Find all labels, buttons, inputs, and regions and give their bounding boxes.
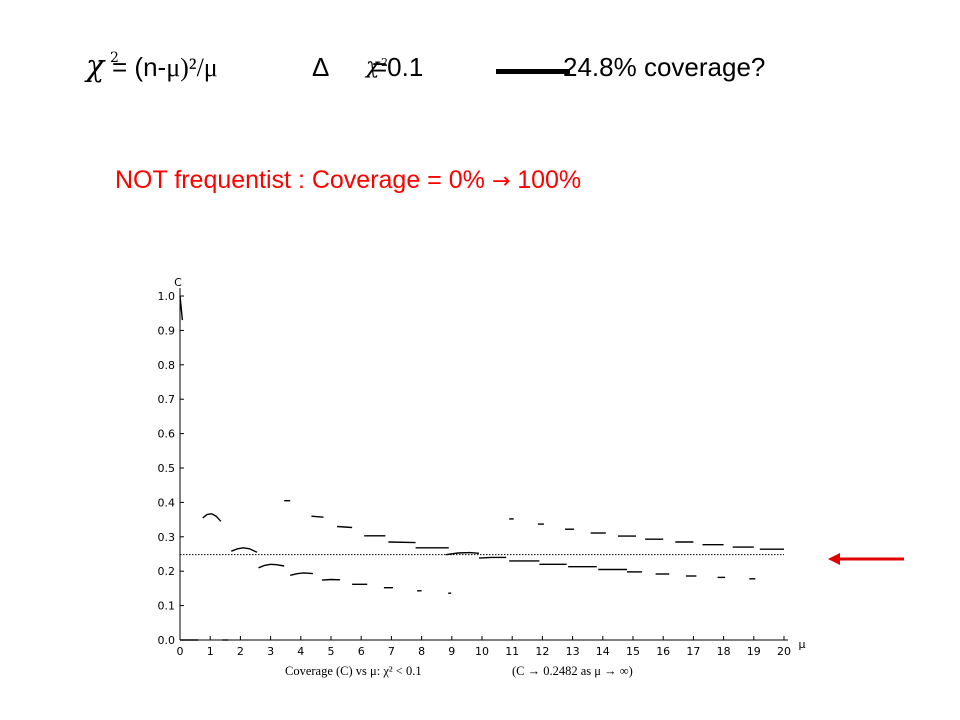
- x-tick-label: 14: [596, 645, 610, 658]
- y-tick-label: 0.5: [158, 462, 176, 475]
- arrow-right-icon: [496, 69, 570, 74]
- x-tick-label: 1: [207, 645, 214, 658]
- x-tick-label: 5: [328, 645, 335, 658]
- x-tick-label: 8: [418, 645, 425, 658]
- y-tick-label: 0.2: [158, 565, 176, 578]
- x-tick-label: 12: [535, 645, 549, 658]
- coverage-segment: [388, 541, 416, 544]
- formula-expression: = (n-μ)²/μ: [112, 52, 218, 83]
- headline-text: NOT frequentist : Coverage = 0%: [115, 166, 485, 194]
- coverage-segment: [290, 572, 313, 576]
- x-axis-label: μ: [799, 638, 806, 651]
- chi2-exponent: 2: [381, 56, 388, 69]
- headline-arrow-icon: →: [491, 169, 511, 194]
- red-arrow-icon: [828, 553, 904, 565]
- x-tick-label: 11: [505, 645, 519, 658]
- x-tick-label: 18: [717, 645, 731, 658]
- y-tick-label: 0.4: [158, 496, 176, 509]
- x-tick-label: 17: [686, 645, 700, 658]
- y-tick-label: 0.0: [158, 634, 176, 647]
- formula-row: χ 2 = (n-μ)²/μ Δ χ 2 =0.1 24.8% coverage…: [0, 0, 960, 110]
- y-tick-label: 0.8: [158, 359, 176, 372]
- caption-right: (C → 0.2482 as μ → ∞): [512, 664, 633, 678]
- headline-tail: 100%: [517, 166, 582, 194]
- chi2-symbol: χ: [366, 54, 380, 79]
- x-tick-label: 15: [626, 645, 640, 658]
- delta-symbol: Δ: [312, 52, 330, 82]
- x-tick-label: 9: [448, 645, 455, 658]
- x-tick-label: 3: [267, 645, 274, 658]
- x-tick-label: 7: [388, 645, 395, 658]
- x-tick-label: 13: [566, 645, 580, 658]
- coverage-segment: [321, 578, 341, 581]
- y-tick-label: 0.3: [158, 531, 176, 544]
- formula-prefix: = (n-: [112, 52, 167, 82]
- y-tick-label: 0.1: [158, 600, 176, 613]
- coverage-segment: [336, 525, 353, 529]
- y-tick-label: 0.6: [158, 428, 176, 441]
- coverage-segment: [311, 515, 324, 518]
- x-tick-label: 2: [237, 645, 244, 658]
- threshold-value: =0.1: [372, 52, 424, 82]
- x-tick-label: 19: [747, 645, 761, 658]
- headline: NOT frequentist : Coverage = 0% → 100%: [115, 166, 581, 195]
- coverage-segment: [179, 295, 184, 321]
- formula-mu: μ)²/μ: [166, 53, 218, 82]
- x-tick-label: 4: [297, 645, 304, 658]
- y-tick-label: 0.7: [158, 393, 176, 406]
- x-tick-label: 16: [656, 645, 670, 658]
- coverage-segment: [445, 551, 480, 556]
- x-tick-label: 0: [177, 645, 184, 658]
- y-tick-label: 0.9: [158, 324, 176, 337]
- y-tick-label: 1.0: [158, 290, 176, 303]
- y-axis-label: C: [174, 276, 182, 289]
- x-tick-label: 6: [358, 645, 365, 658]
- coverage-result: 24.8% coverage?: [563, 52, 766, 82]
- chi-symbol: χ: [86, 49, 105, 84]
- coverage-segment: [258, 563, 285, 569]
- caption-left: Coverage (C) vs μ: χ² < 0.1: [285, 664, 422, 678]
- chi-exponent: 2: [110, 50, 119, 66]
- coverage-segment: [231, 547, 258, 553]
- x-tick-label: 10: [475, 645, 489, 658]
- x-tick-label: 20: [777, 645, 791, 658]
- coverage-segment: [202, 513, 222, 522]
- coverage-segment: [478, 556, 507, 559]
